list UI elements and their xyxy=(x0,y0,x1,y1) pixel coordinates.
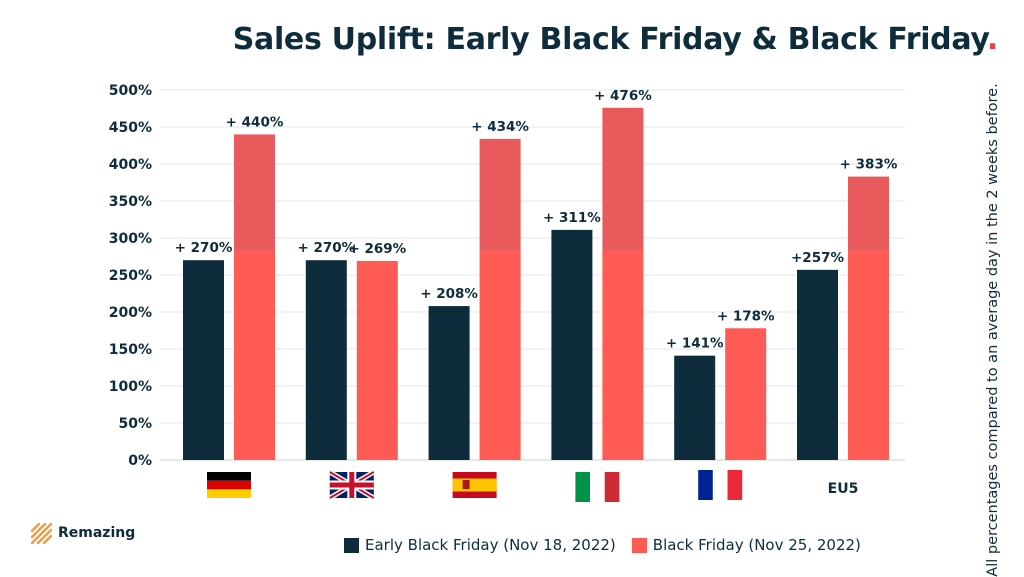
data-label-early: + 270% xyxy=(297,240,355,256)
side-note: All percentages compared to an average d… xyxy=(985,83,1001,577)
bar-bf-spain xyxy=(479,250,521,460)
brand-logo: Remazing xyxy=(30,522,135,544)
legend-swatch-early xyxy=(344,537,359,553)
bar-bf-top-italy xyxy=(602,107,644,251)
bar-early-france xyxy=(674,355,716,460)
y-tick-label: 0% xyxy=(128,453,152,469)
x-category-label-eu5: EU5 xyxy=(828,481,859,497)
legend-item-bf: Black Friday (Nov 25, 2022) xyxy=(631,536,861,554)
data-label-bf: + 178% xyxy=(717,308,775,324)
bar-bf-united-kingdom xyxy=(356,260,398,460)
data-label-bf: + 440% xyxy=(226,114,284,130)
bar-bf-france xyxy=(725,328,767,460)
data-label-bf: + 476% xyxy=(594,88,652,104)
bar-bf-germany xyxy=(234,250,275,460)
data-label-early: + 141% xyxy=(666,336,724,352)
y-tick-label: 400% xyxy=(109,157,152,173)
bar-bf-top-eu5 xyxy=(848,176,889,251)
y-tick-label: 450% xyxy=(109,120,152,136)
flag-italy-stripe xyxy=(590,472,605,502)
title-dot: . xyxy=(986,22,998,57)
legend-swatch-bf xyxy=(631,537,647,553)
data-label-early: +257% xyxy=(791,250,844,266)
flag-france-icon xyxy=(698,470,713,500)
y-tick-label: 300% xyxy=(109,231,152,247)
y-tick-label: 350% xyxy=(109,194,152,210)
bar-early-eu5 xyxy=(797,269,838,460)
legend-label-early: Early Black Friday (Nov 18, 2022) xyxy=(365,536,616,554)
data-label-early: + 311% xyxy=(543,210,601,226)
bar-early-united-kingdom xyxy=(305,260,347,460)
data-label-early: + 208% xyxy=(420,286,478,302)
chart-title-text: Sales Uplift: Early Black Friday & Black… xyxy=(232,22,987,57)
y-tick-label: 50% xyxy=(118,416,152,432)
flag-spain-emblem xyxy=(462,480,470,489)
y-tick-label: 250% xyxy=(109,268,152,284)
flag-germany-icon xyxy=(207,472,251,481)
remazing-logo-icon xyxy=(30,522,52,544)
legend: Early Black Friday (Nov 18, 2022) Black … xyxy=(344,536,877,554)
y-tick-label: 200% xyxy=(109,305,152,321)
bar-early-spain xyxy=(428,306,470,460)
data-label-bf: + 434% xyxy=(471,119,529,135)
data-label-bf: + 383% xyxy=(840,157,898,173)
bar-early-germany xyxy=(183,260,224,460)
flag-germany-stripe xyxy=(207,480,251,490)
data-label-bf: + 269% xyxy=(348,241,406,257)
flag-spain-stripe xyxy=(452,478,497,492)
flag-france-stripe xyxy=(712,470,728,500)
flag-france-stripe xyxy=(727,470,743,500)
y-tick-label: 500% xyxy=(109,83,152,99)
legend-item-early: Early Black Friday (Nov 18, 2022) xyxy=(344,536,616,554)
flag-italy-icon xyxy=(575,472,591,502)
y-tick-label: 150% xyxy=(109,342,152,358)
bar-bf-italy xyxy=(602,250,644,460)
brand-name: Remazing xyxy=(58,525,136,541)
bar-bf-top-spain xyxy=(479,138,521,251)
y-tick-label: 100% xyxy=(109,379,152,395)
flag-uk-cross-red xyxy=(329,482,374,488)
bar-bf-eu5 xyxy=(848,250,889,460)
bar-early-italy xyxy=(551,229,593,460)
flag-italy-stripe xyxy=(604,472,620,502)
flag-germany-stripe xyxy=(207,489,251,498)
data-label-early: + 270% xyxy=(175,240,233,256)
legend-label-bf: Black Friday (Nov 25, 2022) xyxy=(652,536,861,554)
bar-bf-top-germany xyxy=(234,134,275,251)
chart-title: Sales Uplift: Early Black Friday & Black… xyxy=(0,22,999,57)
